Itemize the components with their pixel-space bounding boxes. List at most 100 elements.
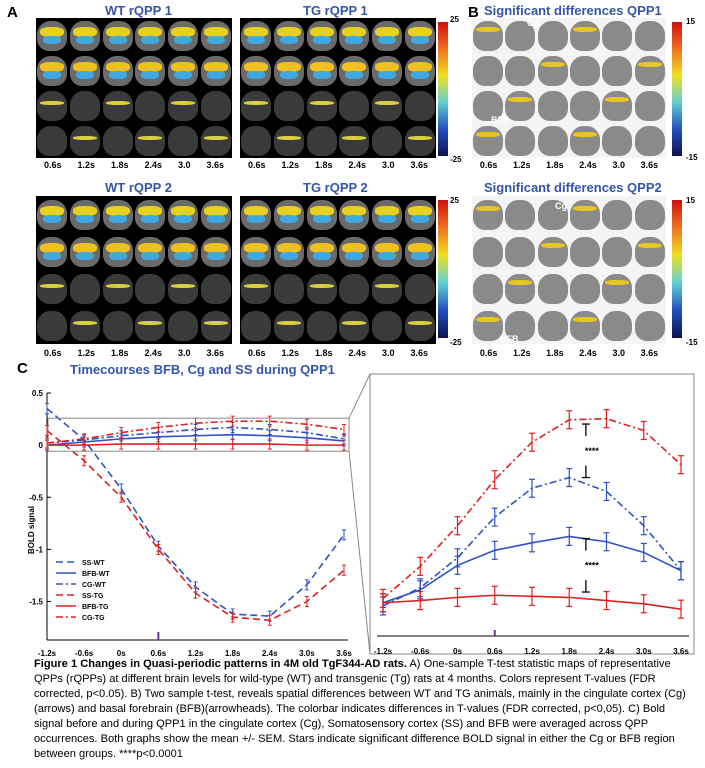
brain-slice [306, 55, 337, 86]
deactivation-blob [141, 70, 160, 79]
brain-slice [505, 125, 536, 156]
deactivation-blob [247, 35, 266, 44]
time-label: 3.0 [177, 348, 191, 358]
time-label: 0.6s [479, 348, 498, 358]
brain-slice [371, 125, 402, 156]
legend-label: SS-WT [82, 560, 105, 567]
brain-row [472, 235, 666, 268]
time-label: 3.6s [640, 160, 659, 170]
activation-blob [276, 242, 301, 253]
deactivation-blob [43, 35, 62, 44]
brain-slice [167, 55, 198, 86]
brain-slice [69, 55, 100, 86]
panel-c-label: C [17, 360, 28, 377]
activation-blob [138, 135, 163, 140]
sig-diff-qpp1-title: Significant differences QPP1 [484, 3, 662, 18]
brain-slice [404, 199, 435, 230]
brain-slice [339, 310, 370, 341]
activation-blob [244, 283, 269, 288]
brain-slice [570, 236, 601, 267]
activation-blob [309, 242, 334, 253]
brain-slice [570, 125, 601, 156]
deactivation-blob [345, 35, 364, 44]
activation-blob [40, 242, 65, 253]
activation-blob [203, 205, 228, 216]
activation-blob [342, 26, 367, 37]
brain-row [240, 235, 436, 268]
significance-stars: **** [585, 560, 600, 570]
deactivation-blob [345, 70, 364, 79]
brain-slice [241, 310, 272, 341]
brain-slice [602, 236, 633, 267]
brain-slice [473, 125, 504, 156]
deactivation-blob [410, 35, 429, 44]
brain-slice [102, 20, 133, 51]
brain-slice [371, 199, 402, 230]
y-tick-label: -0.5 [29, 493, 43, 502]
brain-slice [273, 20, 304, 51]
brain-slice [241, 236, 272, 267]
brain-slice [505, 310, 536, 341]
activation-blob [40, 61, 65, 72]
activation-blob [138, 26, 163, 37]
time-label: 1.2s [281, 348, 300, 358]
activation-blob [407, 205, 432, 216]
activation-blob [138, 320, 163, 325]
time-label: 3.6s [410, 348, 428, 358]
caption-body: A) One-sample T-test statistic maps of r… [34, 658, 686, 760]
brain-slice [273, 310, 304, 341]
brain-slice [371, 55, 402, 86]
brain-slice [167, 90, 198, 121]
difference-blob [540, 242, 565, 248]
brain-slice [273, 273, 304, 304]
brain-slice [306, 236, 337, 267]
brain-slice [404, 90, 435, 121]
activation-blob [374, 26, 399, 37]
y-tick-label: -1 [36, 545, 44, 554]
brain-slice [241, 90, 272, 121]
brain-slice [241, 199, 272, 230]
brain-row [472, 125, 666, 156]
legend-label: CG-TG [82, 615, 105, 622]
brain-slice [241, 55, 272, 86]
deactivation-blob [141, 214, 160, 223]
activation-blob [203, 135, 228, 140]
activation-blob [40, 26, 65, 37]
brain-slice [167, 199, 198, 230]
difference-blob [508, 96, 533, 102]
time-label: 0.6s [247, 160, 266, 170]
deactivation-blob [75, 35, 94, 44]
x-tick-label: 1.8s [561, 647, 577, 656]
activation-blob [342, 242, 367, 253]
activation-blob [105, 242, 130, 253]
brain-slice [135, 20, 166, 51]
colorbar-b1-min: -15 [686, 153, 698, 162]
zoom-connector [348, 451, 371, 655]
deactivation-blob [108, 35, 127, 44]
tg-rqpp2-title: TG rQPP 2 [303, 180, 368, 195]
brain-row [240, 20, 436, 51]
brain-slice [537, 310, 568, 341]
brain-row [240, 90, 436, 121]
brain-slice [167, 273, 198, 304]
brain-slice [634, 273, 665, 304]
activation-blob [309, 283, 334, 288]
activation-blob [276, 61, 301, 72]
time-label: 1.8s [110, 348, 129, 358]
x-tick-label: 1.2s [524, 647, 540, 656]
time-label: 1.2s [512, 348, 531, 358]
deactivation-blob [247, 251, 266, 260]
activation-blob [203, 61, 228, 72]
brain-slice [200, 199, 231, 230]
brain-slice [473, 310, 504, 341]
figure-caption: Figure 1 Changes in Quasi-periodic patte… [34, 657, 694, 762]
brain-slice [602, 55, 633, 86]
activation-blob [170, 205, 195, 216]
brain-slice [135, 236, 166, 267]
brain-slice [634, 20, 665, 51]
brain-slice [167, 236, 198, 267]
time-row-tg2: 0.6s 1.2s 1.8s 2.4s 3.0 3.6s [240, 348, 436, 358]
brain-slice [273, 125, 304, 156]
difference-blob [540, 61, 565, 67]
brain-slice [537, 90, 568, 121]
